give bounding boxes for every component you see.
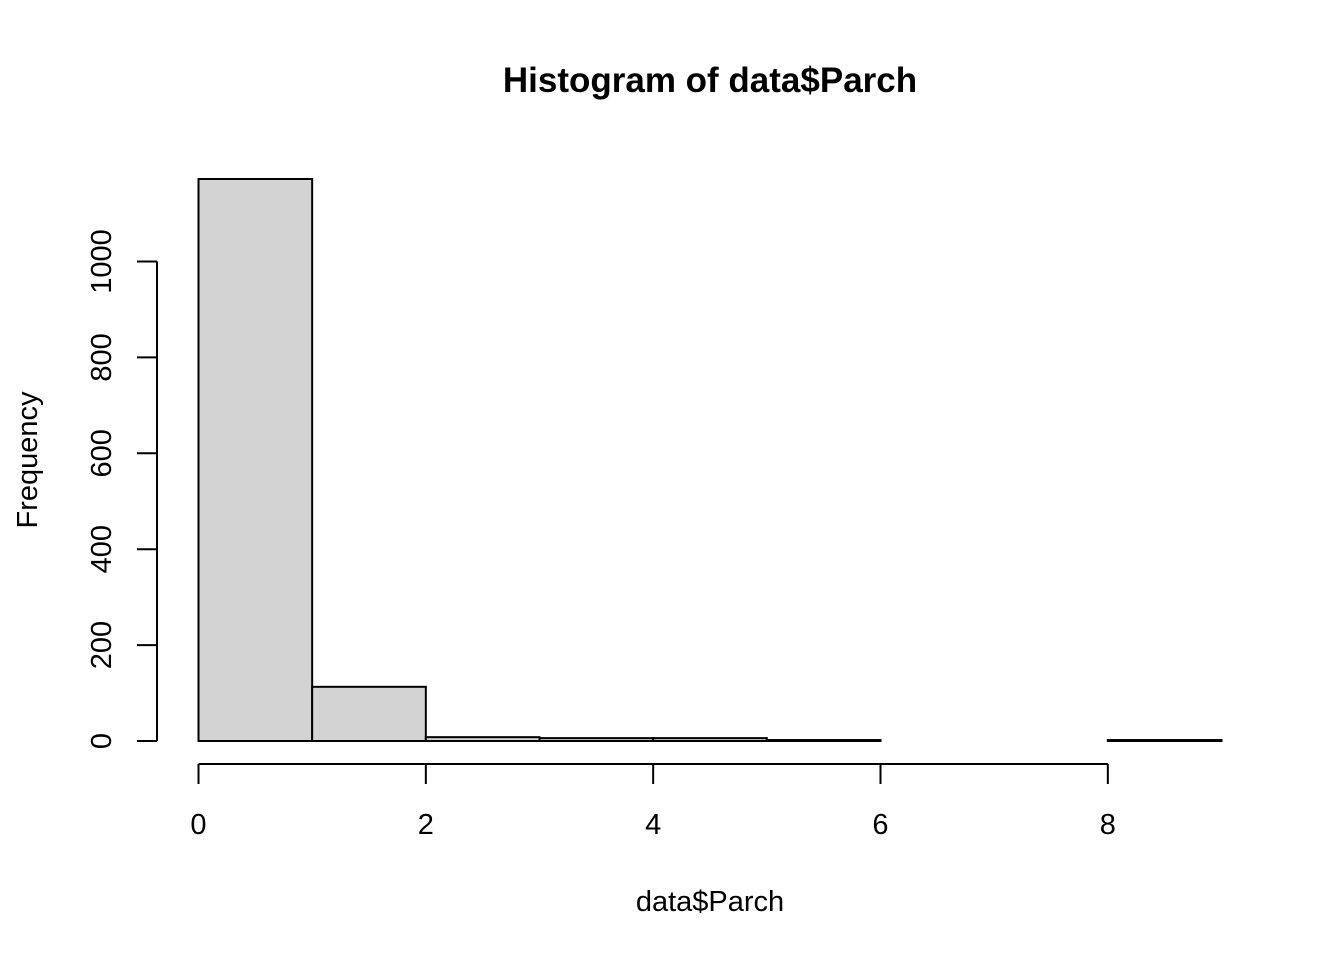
y-tick-label-5: 1000 — [86, 229, 118, 294]
y-axis-label: Frequency — [12, 391, 44, 529]
x-axis: 0 2 4 6 8 — [190, 764, 1115, 841]
y-tick-label-0: 0 — [86, 733, 118, 749]
y-tick-label-2: 400 — [86, 525, 118, 573]
x-tick-label-2: 4 — [645, 809, 661, 841]
histogram-bar-4 — [653, 738, 767, 741]
x-axis-label: data$Parch — [636, 886, 784, 918]
histogram-bar-8 — [1108, 740, 1222, 741]
histogram-bar-0 — [199, 179, 313, 741]
x-tick-label-0: 0 — [190, 809, 206, 841]
x-tick-label-3: 6 — [872, 809, 888, 841]
histogram-bar-1 — [312, 687, 426, 741]
histogram-bar-2 — [426, 737, 540, 741]
bars-group — [199, 179, 1222, 741]
y-tick-label-4: 800 — [86, 333, 118, 381]
y-tick-label-3: 600 — [86, 429, 118, 477]
x-tick-label-1: 2 — [418, 809, 434, 841]
histogram-bar-5 — [767, 740, 881, 741]
y-axis: 0 200 400 600 800 1000 — [86, 229, 157, 749]
histogram-bar-3 — [540, 738, 654, 741]
y-tick-label-1: 200 — [86, 621, 118, 669]
chart-title: Histogram of data$Parch — [503, 61, 917, 100]
x-tick-label-4: 8 — [1100, 809, 1116, 841]
